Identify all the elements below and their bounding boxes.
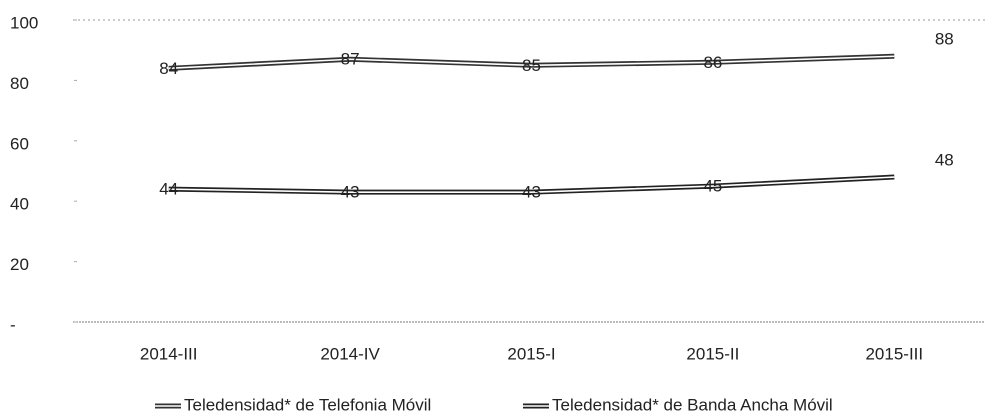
- y-tick-label: 100: [10, 13, 38, 32]
- data-label: 86: [703, 53, 722, 72]
- data-label: 48: [935, 151, 954, 170]
- data-label: 85: [522, 56, 541, 75]
- y-tick-label: -: [10, 315, 16, 334]
- data-label: 84: [159, 59, 178, 78]
- x-tick-label: 2015-I: [507, 344, 555, 363]
- legend-label: Teledensidad* de Telefonia Móvil: [184, 395, 431, 414]
- data-label: 43: [341, 183, 360, 202]
- y-tick-label: 60: [10, 134, 29, 153]
- data-label: 44: [159, 180, 178, 199]
- x-tick-label: 2015-III: [865, 344, 923, 363]
- x-tick-label: 2015-II: [686, 344, 739, 363]
- y-tick-label: 80: [10, 74, 29, 93]
- x-tick-label: 2014-III: [140, 344, 198, 363]
- data-label: 45: [703, 177, 722, 196]
- y-tick-label: 20: [10, 255, 29, 274]
- legend-label: Teledensidad* de Banda Ancha Móvil: [552, 395, 833, 414]
- data-label: 43: [522, 183, 541, 202]
- series-line-inner: [168, 55, 895, 70]
- x-tick-label: 2014-IV: [320, 344, 380, 363]
- y-tick-label: 40: [10, 195, 29, 214]
- data-label: 87: [341, 50, 360, 69]
- data-label: 88: [935, 30, 954, 49]
- series-line-inner: [168, 176, 895, 193]
